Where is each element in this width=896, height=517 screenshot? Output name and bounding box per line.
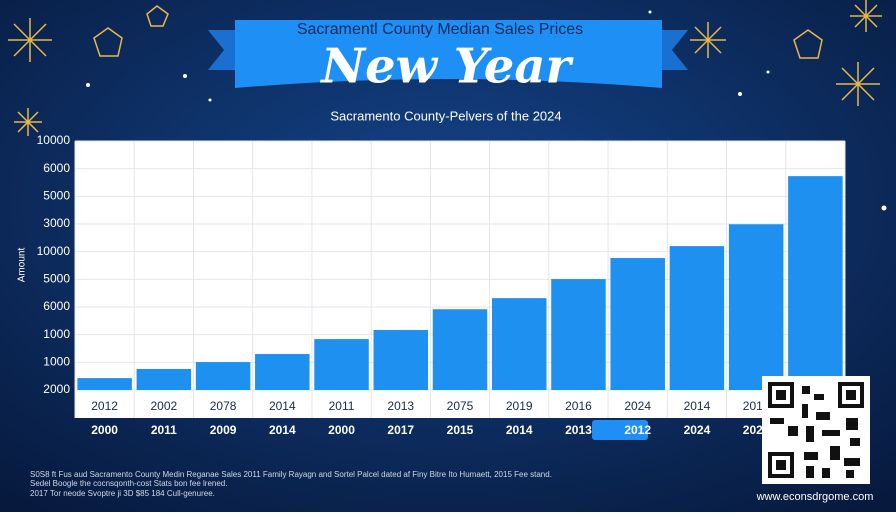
y-tick-label: 1000 xyxy=(43,355,70,369)
x-tick-label: 2016 xyxy=(565,399,592,413)
y-tick-label: 5000 xyxy=(43,272,70,286)
qr-code xyxy=(762,376,870,484)
x-tick-label: 2078 xyxy=(210,399,237,413)
y-tick-label: 6000 xyxy=(43,161,70,175)
x-tick-label: 2019 xyxy=(506,399,533,413)
bar xyxy=(728,224,784,390)
footer-note: 2017 Tor neode Svoptre ji 3D $85 184 Cul… xyxy=(30,489,215,498)
footer-note: Sedel Boogle the cocnsqonth-cost Stats b… xyxy=(30,479,227,488)
ribbon xyxy=(235,20,662,88)
x-tick-label-secondary: 2024 xyxy=(684,423,711,437)
bar xyxy=(551,279,606,390)
bar xyxy=(314,339,369,390)
bar xyxy=(432,309,488,390)
x-tick-label: 2075 xyxy=(447,399,474,413)
x-tick-label-secondary: 2014 xyxy=(506,423,533,437)
bar xyxy=(788,176,843,390)
x-tick-label: 2011 xyxy=(329,399,355,413)
highlight-tab xyxy=(592,420,648,440)
stars xyxy=(86,10,887,211)
y-tick-label: 2000 xyxy=(43,382,70,396)
x-tick-label-secondary: 2014 xyxy=(269,423,296,437)
subtitle: Sacramento County-Pelvers of the 2024 xyxy=(330,108,561,123)
x-tick-label: 2014 xyxy=(684,399,711,413)
x-tick-label-secondary: 2009 xyxy=(210,423,237,437)
x-tick-label-secondary: 2015 xyxy=(447,423,474,437)
x-tick-label-secondary: 2000 xyxy=(91,423,118,437)
x-tick-label-secondary: 2013 xyxy=(565,423,592,437)
y-tick-label: 5000 xyxy=(43,189,70,203)
y-axis-label: Amount xyxy=(17,248,28,283)
bar xyxy=(77,378,132,390)
bar xyxy=(136,368,192,390)
footer-note: S0S8 ft Fus aud Sacramento County Medin … xyxy=(30,470,552,479)
x-tick-label: 2013 xyxy=(387,399,414,413)
x-tick-label-secondary: 2017 xyxy=(387,423,414,437)
y-tick-label: 6000 xyxy=(43,299,70,313)
x-tick-label: 2002 xyxy=(150,399,177,413)
footer: S0S8 ft Fus aud Sacramento County Medin … xyxy=(30,470,873,503)
bar xyxy=(255,354,310,390)
y-tick-label: 10000 xyxy=(37,244,71,258)
bar xyxy=(491,298,547,390)
x-tick-label-secondary: 2012 xyxy=(624,423,651,437)
x-tick-label: 2014 xyxy=(269,399,296,413)
bar xyxy=(373,329,429,390)
decorations xyxy=(8,0,882,136)
y-tick-label: 3000 xyxy=(43,216,70,230)
banner: New Year xyxy=(319,39,574,95)
x-tick-label-secondary: 2011 xyxy=(151,423,177,437)
bar xyxy=(610,258,665,390)
x-tick-label-secondary: 2000 xyxy=(328,423,355,437)
website: www.econsdrgome.com xyxy=(756,491,874,503)
bar xyxy=(195,362,251,390)
y-tick-label: 10000 xyxy=(37,133,71,147)
title: Sacramentl County Median Sales Prices xyxy=(297,21,583,38)
bar xyxy=(669,246,725,390)
x-tick-label: 2012 xyxy=(91,399,118,413)
y-tick-label: 1000 xyxy=(43,327,70,341)
x-tick-label: 2024 xyxy=(624,399,651,413)
